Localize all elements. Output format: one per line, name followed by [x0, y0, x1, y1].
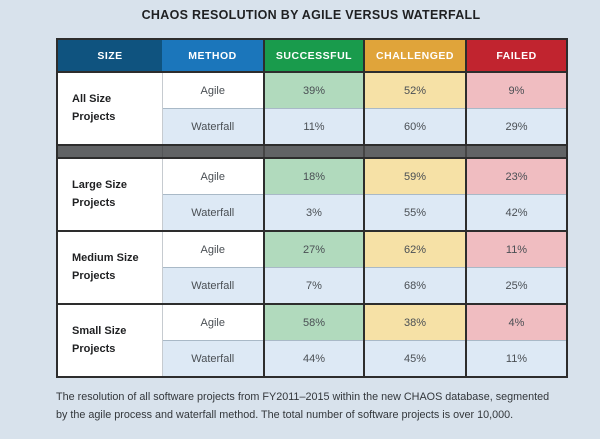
divider-row — [57, 144, 567, 159]
size-label-medium: Medium Size Projects — [57, 230, 162, 304]
cell-failed: 29% — [465, 108, 567, 145]
column-header-challenged: CHALLENGED — [363, 39, 466, 73]
method-cell: Waterfall — [161, 340, 264, 377]
size-label-small: Small Size Projects — [57, 303, 162, 377]
table-row-large-waterfall: Waterfall 3% 55% 42% — [57, 194, 567, 231]
method-cell: Waterfall — [161, 267, 264, 304]
table-row-medium-waterfall: Waterfall 7% 68% 25% — [57, 267, 567, 304]
table-row-large-agile: Large Size Projects Agile 18% 59% 23% — [57, 157, 567, 231]
cell-successful: 27% — [263, 230, 364, 268]
divider-cell — [465, 144, 567, 159]
cell-successful: 18% — [263, 157, 364, 195]
column-header-failed: FAILED — [465, 39, 567, 73]
cell-challenged: 55% — [363, 194, 466, 231]
chaos-resolution-table: SIZE METHOD SUCCESSFUL CHALLENGED FAILED… — [56, 38, 568, 378]
cell-successful: 58% — [263, 303, 364, 341]
cell-challenged: 68% — [363, 267, 466, 304]
cell-challenged: 59% — [363, 157, 466, 195]
divider-cell — [363, 144, 466, 159]
chaos-figure: CHAOS RESOLUTION BY AGILE VERSUS WATERFA… — [56, 8, 568, 422]
cell-challenged: 52% — [363, 71, 466, 109]
figure-caption: The resolution of all software projects … — [56, 391, 550, 422]
table-row-all-waterfall: Waterfall 11% 60% 29% — [57, 108, 567, 145]
cell-failed: 11% — [465, 230, 567, 268]
cell-failed: 23% — [465, 157, 567, 195]
header-row: SIZE METHOD SUCCESSFUL CHALLENGED FAILED — [57, 39, 567, 73]
cell-challenged: 38% — [363, 303, 466, 341]
table-row-all-agile: All Size Projects Agile 39% 52% 9% — [57, 71, 567, 145]
cell-challenged: 60% — [363, 108, 466, 145]
cell-successful: 7% — [263, 267, 364, 304]
table-row-small-waterfall: Waterfall 44% 45% 11% — [57, 340, 567, 377]
divider-cell — [263, 144, 364, 159]
table-row-small-agile: Small Size Projects Agile 58% 38% 4% — [57, 303, 567, 377]
cell-challenged: 45% — [363, 340, 466, 377]
cell-failed: 9% — [465, 71, 567, 109]
method-cell: Waterfall — [161, 194, 264, 231]
cell-successful: 39% — [263, 71, 364, 109]
column-header-successful: SUCCESSFUL — [263, 39, 364, 73]
method-cell: Agile — [161, 230, 264, 268]
cell-successful: 11% — [263, 108, 364, 145]
column-header-method: METHOD — [162, 39, 264, 73]
divider-cell — [161, 144, 264, 159]
table-row-medium-agile: Medium Size Projects Agile 27% 62% 11% — [57, 230, 567, 304]
cell-challenged: 62% — [363, 230, 466, 268]
size-label-large: Large Size Projects — [57, 157, 162, 231]
figure-title: CHAOS RESOLUTION BY AGILE VERSUS WATERFA… — [141, 8, 481, 22]
size-label-all: All Size Projects — [57, 71, 162, 145]
column-header-size: SIZE — [57, 39, 162, 73]
method-cell: Agile — [161, 71, 264, 109]
method-cell: Waterfall — [161, 108, 264, 145]
cell-failed: 11% — [465, 340, 567, 377]
divider-cell — [57, 144, 162, 159]
method-cell: Agile — [161, 157, 264, 195]
cell-failed: 42% — [465, 194, 567, 231]
cell-failed: 4% — [465, 303, 567, 341]
method-cell: Agile — [161, 303, 264, 341]
cell-successful: 3% — [263, 194, 364, 231]
cell-successful: 44% — [263, 340, 364, 377]
cell-failed: 25% — [465, 267, 567, 304]
